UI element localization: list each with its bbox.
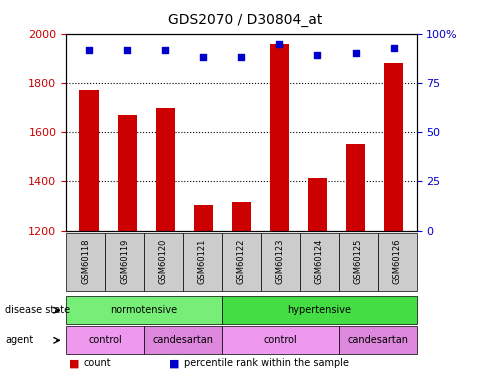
Point — [238, 54, 245, 60]
Text: ■: ■ — [169, 358, 179, 368]
Text: GSM60125: GSM60125 — [354, 239, 363, 284]
Point — [161, 46, 169, 53]
Point — [85, 46, 93, 53]
Bar — [270, 44, 289, 375]
Text: GSM60122: GSM60122 — [237, 239, 246, 284]
Text: GDS2070 / D30804_at: GDS2070 / D30804_at — [168, 13, 322, 27]
Bar — [118, 115, 137, 375]
Text: normotensive: normotensive — [110, 305, 177, 315]
Text: agent: agent — [5, 335, 33, 345]
Text: GSM60120: GSM60120 — [159, 239, 168, 284]
Bar — [194, 205, 213, 375]
Text: GSM60119: GSM60119 — [120, 239, 129, 284]
Text: disease state: disease state — [5, 305, 70, 315]
Text: hypertensive: hypertensive — [287, 305, 351, 315]
Bar — [232, 202, 251, 375]
Point — [352, 51, 360, 57]
Bar — [308, 178, 327, 375]
Text: candesartan: candesartan — [152, 335, 214, 345]
Text: count: count — [83, 358, 111, 368]
Text: ■: ■ — [69, 358, 79, 368]
Text: GSM60118: GSM60118 — [81, 239, 90, 284]
Bar — [156, 108, 174, 375]
Text: GSM60121: GSM60121 — [198, 239, 207, 284]
Bar — [346, 144, 365, 375]
Text: GSM60124: GSM60124 — [315, 239, 324, 284]
Text: control: control — [88, 335, 122, 345]
Text: GSM60123: GSM60123 — [276, 239, 285, 284]
Text: candesartan: candesartan — [347, 335, 408, 345]
Point — [390, 45, 397, 51]
Point — [123, 46, 131, 53]
Text: control: control — [264, 335, 297, 345]
Point — [314, 53, 321, 58]
Point — [199, 54, 207, 60]
Text: GSM60126: GSM60126 — [392, 239, 401, 284]
Point — [275, 40, 283, 46]
Bar — [79, 90, 98, 375]
Text: percentile rank within the sample: percentile rank within the sample — [184, 358, 349, 368]
Bar — [384, 63, 403, 375]
